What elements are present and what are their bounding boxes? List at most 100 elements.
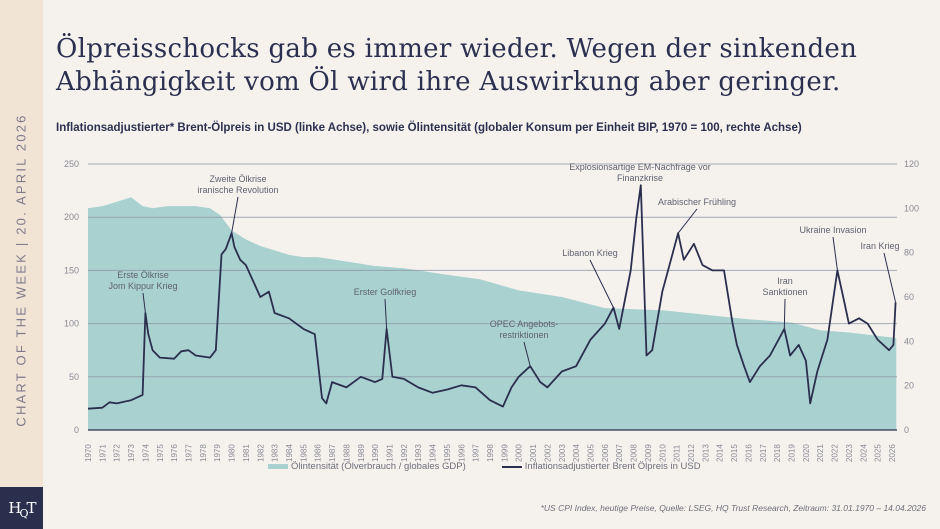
x-tick-label: 2000 <box>515 444 524 462</box>
x-tick-label: 2024 <box>859 444 868 462</box>
annotation-label: iranische Revolution <box>197 185 278 195</box>
x-tick-label: 1992 <box>400 444 409 462</box>
annotation-label: Zweite Ölkrise <box>209 174 266 184</box>
x-tick-label: 1995 <box>443 444 452 462</box>
x-tick-label: 1993 <box>414 444 423 462</box>
x-tick-label: 1982 <box>256 444 265 462</box>
x-tick-label: 1986 <box>314 444 323 462</box>
x-tick-label: 2025 <box>874 444 883 462</box>
annotation-label: Iran <box>777 276 793 286</box>
x-tick-label: 2023 <box>845 444 854 462</box>
x-tick-label: 2018 <box>773 444 782 462</box>
annotation-pointer <box>677 208 698 234</box>
x-tick-label: 1974 <box>141 444 150 462</box>
y-right-tick-label: 80 <box>904 248 914 258</box>
annotation-pointer <box>384 298 388 329</box>
page-title: Ölpreisschocks gab es immer wieder. Wege… <box>56 33 857 99</box>
x-tick-label: 1973 <box>127 444 136 462</box>
chart-legend: Ölintensität (Ölverbrauch / globales GDP… <box>268 461 701 472</box>
legend-swatch-area <box>268 464 288 469</box>
x-tick-label: 2020 <box>802 444 811 462</box>
x-tick-label: 1999 <box>500 444 509 462</box>
y-right-tick-label: 40 <box>904 336 914 346</box>
x-tick-label: 1988 <box>342 444 351 462</box>
x-tick-label: 1985 <box>299 444 308 462</box>
x-tick-label: 2015 <box>730 444 739 462</box>
annotation-label: Sanktionen <box>762 287 807 297</box>
x-tick-label: 1977 <box>185 444 194 462</box>
x-tick-label: 2013 <box>701 444 710 462</box>
x-tick-label: 1980 <box>228 444 237 462</box>
x-tick-label: 2005 <box>587 444 596 462</box>
title-line-2: Abhängigkeit vom Öl wird ihre Auswirkung… <box>56 67 841 97</box>
y-right-tick-label: 60 <box>904 292 914 302</box>
x-tick-label: 1978 <box>199 444 208 462</box>
sidebar-strip: CHART OF THE WEEK | 20. APRIL 2026 <box>0 0 43 487</box>
x-tick-label: 2026 <box>888 444 897 462</box>
x-tick-label: 2002 <box>543 444 552 462</box>
x-tick-label: 2008 <box>630 444 639 462</box>
annotation-label: restriktionen <box>499 330 548 340</box>
x-tick-label: 2011 <box>673 444 682 462</box>
x-tick-label: 2001 <box>529 444 538 462</box>
x-tick-label: 2003 <box>558 444 567 462</box>
x-tick-label: 1976 <box>170 444 179 462</box>
x-tick-label: 1975 <box>156 444 165 462</box>
y-right-tick-label: 0 <box>904 425 909 435</box>
legend-label-intensity: Ölintensität (Ölverbrauch / globales GDP… <box>291 461 466 472</box>
x-tick-label: 1971 <box>98 444 107 462</box>
annotation-pointer <box>231 196 239 234</box>
y-left-tick-label: 0 <box>74 425 79 435</box>
x-tick-label: 2016 <box>744 444 753 462</box>
x-tick-label: 2012 <box>687 444 696 462</box>
annotation-label: Iran Krieg <box>860 241 899 251</box>
annotation-pointer <box>589 259 614 308</box>
annotation-pointer <box>832 236 838 271</box>
x-tick-label: 1996 <box>457 444 466 462</box>
annotation-label: Arabischer Frühling <box>658 197 736 207</box>
annotation-pointer <box>883 252 897 303</box>
annotation-label: Explosionsartige EM-Nachfrage vor <box>569 162 711 172</box>
y-left-tick-label: 50 <box>69 372 79 382</box>
x-tick-label: 2010 <box>658 444 667 462</box>
y-right-tick-label: 20 <box>904 381 914 391</box>
annotation-label: Erste Ölkrise <box>117 270 169 280</box>
x-tick-label: 2017 <box>759 444 768 462</box>
x-tick-label: 2019 <box>788 444 797 462</box>
y-right-tick-label: 100 <box>904 203 919 213</box>
annotation-label: Finanzkrise <box>617 173 663 183</box>
x-tick-label: 1998 <box>486 444 495 462</box>
y-left-tick-label: 250 <box>64 159 79 169</box>
y-left-tick-label: 150 <box>64 265 79 275</box>
annotation-pointer <box>523 341 531 367</box>
x-tick-label: 1972 <box>113 444 122 462</box>
oil-intensity-area <box>88 197 897 430</box>
x-tick-label: 1970 <box>84 444 93 462</box>
annotation-label: Jom Kippur Krieg <box>108 281 177 291</box>
annotation-label: Ukraine Invasion <box>799 225 866 235</box>
x-tick-label: 1994 <box>429 444 438 462</box>
x-tick-label: 2021 <box>816 444 825 462</box>
footnote: *US CPI Index, heutige Preise, Quelle: L… <box>540 503 926 513</box>
title-line-1: Ölpreisschocks gab es immer wieder. Wege… <box>56 34 858 64</box>
x-tick-label: 2007 <box>615 444 624 462</box>
x-tick-label: 1990 <box>371 444 380 462</box>
x-tick-label: 2009 <box>644 444 653 462</box>
legend-swatch-line <box>501 465 522 468</box>
x-tick-label: 1989 <box>357 444 366 462</box>
annotation-label: Erster Golfkrieg <box>354 287 417 297</box>
y-left-tick-label: 200 <box>64 212 79 222</box>
x-tick-label: 1997 <box>472 444 481 462</box>
x-tick-label: 2022 <box>831 444 840 462</box>
x-tick-label: 1991 <box>386 444 395 462</box>
x-tick-label: 2006 <box>601 444 610 462</box>
x-tick-label: 1979 <box>213 444 222 462</box>
x-tick-label: 1981 <box>242 444 251 462</box>
annotation-label: OPEC Angebots- <box>490 319 559 329</box>
chart-subtitle: Inflationsadjustierter* Brent-Ölpreis in… <box>56 122 802 134</box>
annotation-pointer <box>142 292 146 314</box>
x-tick-label: 2004 <box>572 444 581 462</box>
legend-label-price: Inflationsadjustierter Brent Ölpreis in … <box>524 461 701 472</box>
